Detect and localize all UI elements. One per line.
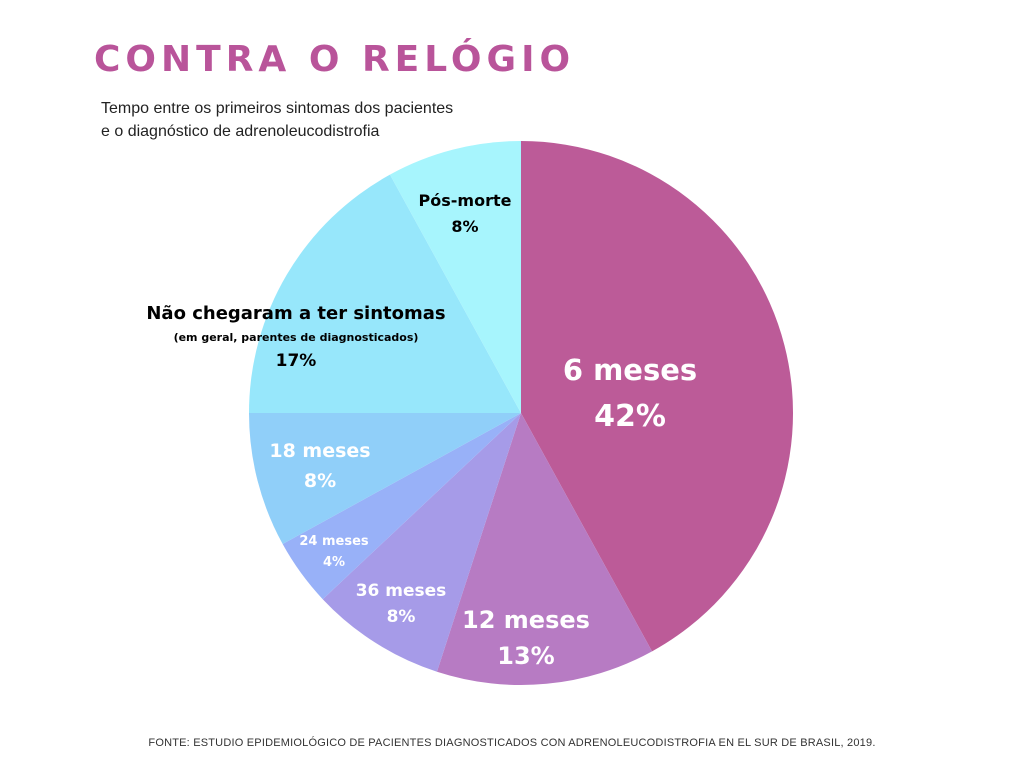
chart-title: CONTRA O RELÓGIO (94, 39, 576, 80)
slice-2-value-label: 13% (497, 642, 554, 670)
pie-slice-1 (521, 141, 794, 652)
pie-slice-7 (389, 140, 521, 413)
chart-subtitle: Tempo entre os primeiros sintomas dos pa… (101, 97, 453, 143)
slice-2-label: 12 meses (462, 606, 590, 634)
slice-5-value-label: 8% (304, 470, 336, 492)
pie-slice-3 (322, 413, 521, 672)
slice-1-value-label: 42% (594, 399, 666, 434)
slice-3-label: 36 meses (356, 581, 447, 601)
slice-1-label: 6 meses (563, 353, 697, 387)
slice-4-value-label: 4% (323, 555, 345, 570)
pie-slice-6 (248, 174, 521, 413)
slice-7-label: Pós-morte (419, 191, 512, 210)
slice-4-label: 24 meses (299, 534, 369, 549)
slice-6-value-label: 17% (276, 351, 317, 371)
pie-slice-4 (282, 413, 521, 600)
slice-7-value-label: 8% (451, 217, 478, 236)
slice-3-value-label: 8% (387, 607, 416, 627)
pie-slice-5 (249, 413, 521, 545)
slice-5-label: 18 meses (269, 440, 370, 462)
slice-6-sublabel: (em geral, parentes de diagnosticados) (174, 331, 419, 344)
slice-6-label: Não chegaram a ter sintomas (146, 303, 445, 324)
pie-slice-2 (436, 413, 653, 686)
subtitle-line-1: Tempo entre os primeiros sintomas dos pa… (101, 100, 454, 117)
subtitle-line-2: e o diagnóstico de adrenoleucodistrofia (101, 123, 380, 140)
source-note: FONTE: ESTUDIO EPIDEMIOLÓGICO DE PACIENT… (148, 737, 876, 749)
